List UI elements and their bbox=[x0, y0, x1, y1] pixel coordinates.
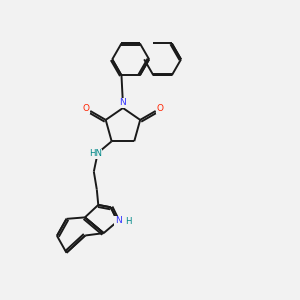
Text: N: N bbox=[115, 216, 122, 225]
Text: O: O bbox=[82, 104, 89, 113]
Text: H: H bbox=[125, 217, 131, 226]
Text: HN: HN bbox=[89, 149, 102, 158]
Text: N: N bbox=[120, 98, 126, 107]
Text: O: O bbox=[157, 104, 164, 113]
